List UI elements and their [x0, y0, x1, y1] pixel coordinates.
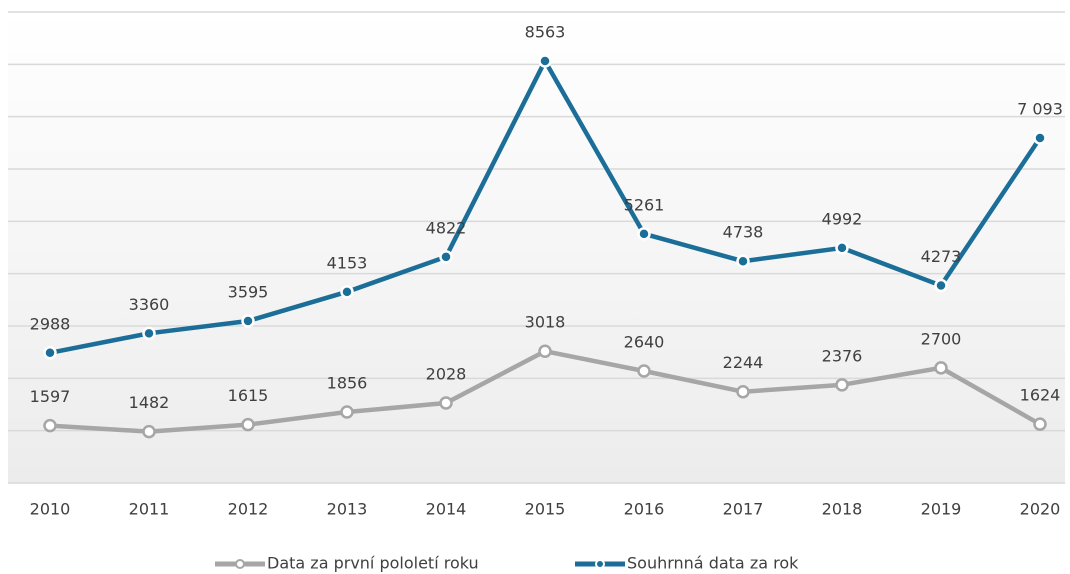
- x-tick-label: 2015: [525, 500, 566, 519]
- point: [340, 285, 354, 299]
- point: [439, 396, 453, 410]
- data-label: 4273: [921, 247, 962, 266]
- point: [142, 326, 156, 341]
- data-label: 1482: [129, 393, 170, 412]
- x-tick-label: 2014: [426, 500, 467, 519]
- point: [241, 314, 255, 328]
- x-tick-label: 2013: [327, 500, 368, 519]
- data-label: 2244: [723, 353, 764, 372]
- data-label: 1856: [327, 374, 368, 393]
- data-label: 3595: [228, 283, 269, 302]
- point: [43, 418, 57, 433]
- point: [637, 227, 651, 241]
- x-tick-label: 2012: [228, 500, 269, 519]
- data-label: 1624: [1020, 386, 1061, 405]
- x-tick-label: 2011: [129, 500, 170, 519]
- data-label: 2700: [921, 329, 962, 348]
- point: [934, 361, 948, 375]
- data-label: 1615: [228, 386, 269, 405]
- x-tick-label: 2018: [822, 500, 863, 519]
- legend-marker: [235, 559, 245, 569]
- plot-background: [8, 12, 1065, 483]
- x-tick-label: 2016: [624, 500, 665, 519]
- data-label: 4738: [723, 223, 764, 242]
- point: [835, 241, 849, 255]
- point: [43, 346, 57, 360]
- point: [340, 405, 354, 419]
- point: [637, 364, 651, 378]
- data-label: 3360: [129, 295, 170, 314]
- point: [736, 254, 750, 268]
- point: [142, 424, 156, 439]
- x-tick-label: 2017: [723, 500, 764, 519]
- point: [835, 378, 849, 392]
- data-label: 2988: [30, 314, 71, 333]
- data-label: 8563: [525, 23, 566, 42]
- point: [439, 250, 453, 264]
- x-tick-label: 2019: [921, 500, 962, 519]
- data-label: 4153: [327, 253, 368, 272]
- point: [736, 384, 750, 399]
- legend-label: Souhrnná data za rok: [627, 554, 799, 573]
- point: [934, 278, 948, 293]
- data-label: 2028: [426, 365, 467, 384]
- point: [1033, 131, 1047, 145]
- data-label: 3018: [525, 313, 566, 332]
- data-label: 2376: [822, 346, 863, 365]
- point: [241, 417, 255, 432]
- point: [1033, 417, 1047, 431]
- x-tick-label: 2010: [30, 500, 71, 519]
- data-label: 5261: [624, 195, 665, 214]
- legend-label: Data za první pololetí roku: [267, 554, 479, 573]
- x-tick-label: 2020: [1020, 500, 1061, 519]
- point: [538, 54, 552, 68]
- data-label: 1597: [30, 387, 71, 406]
- legend-marker: [595, 559, 605, 569]
- data-label: 4992: [822, 209, 863, 228]
- data-label: 4822: [426, 218, 467, 237]
- data-label: 2640: [624, 333, 665, 352]
- point: [538, 344, 552, 358]
- data-label: 7 093: [1017, 99, 1063, 118]
